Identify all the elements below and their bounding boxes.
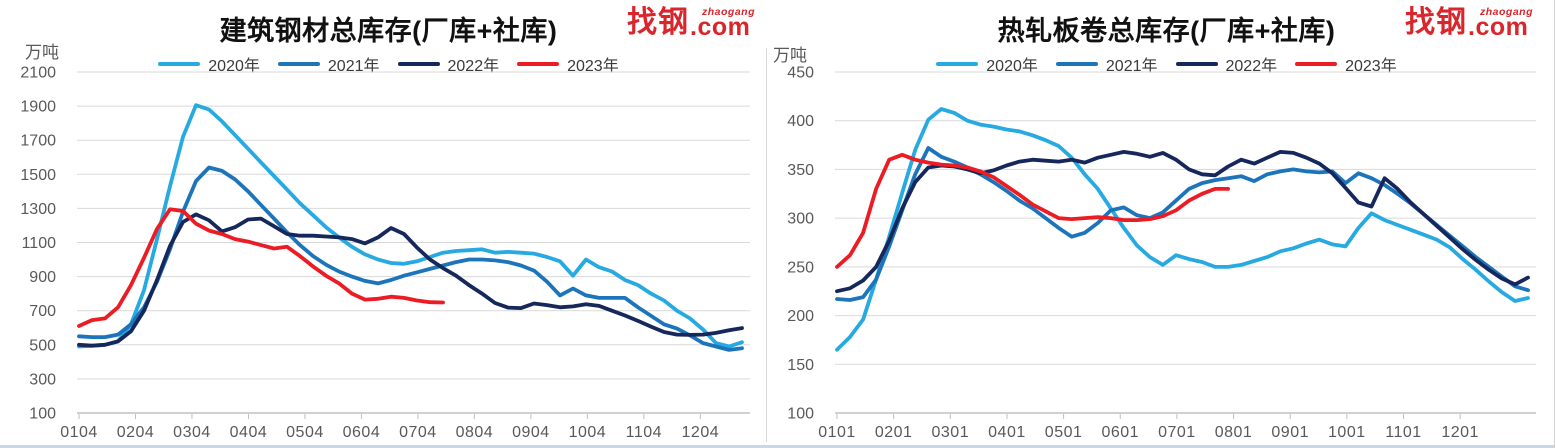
chart-title: 建筑钢材总库存(厂库+社库) xyxy=(219,16,558,46)
x-tick-label: 0701 xyxy=(1158,424,1196,441)
y-tick-label: 100 xyxy=(787,406,814,423)
x-tick-label: 1004 xyxy=(569,424,607,441)
x-tick-label: 0204 xyxy=(117,424,155,441)
y-tick-label: 100 xyxy=(29,406,56,423)
y-tick-label: 700 xyxy=(29,303,56,320)
legend-swatch xyxy=(936,61,979,67)
legend-item-2023年: 2023年 xyxy=(1295,52,1397,76)
series-line-2020年 xyxy=(77,103,744,349)
legend-item-2022年: 2022年 xyxy=(1175,52,1278,76)
y-tick-label: 1900 xyxy=(20,99,56,116)
x-tick-label: 0401 xyxy=(988,424,1026,441)
y-tick-label: 1700 xyxy=(20,133,56,150)
window-bottom-edge xyxy=(0,445,1554,448)
y-tick-label: 1300 xyxy=(20,201,56,218)
y-tick-label: 1500 xyxy=(20,167,56,184)
y-tick-label: 500 xyxy=(29,337,56,354)
y-axis-unit: 万吨 xyxy=(25,43,59,62)
x-tick-label: 0801 xyxy=(1215,424,1253,441)
legend-item-2021年: 2021年 xyxy=(277,52,380,76)
legend-item-2022年: 2022年 xyxy=(397,52,500,76)
y-tick-label: 250 xyxy=(787,259,814,276)
y-tick-label: 900 xyxy=(29,269,56,286)
x-tick-label: 0301 xyxy=(932,424,970,441)
x-tick-label: 0404 xyxy=(230,424,268,441)
y-axis-unit: 万吨 xyxy=(773,46,807,65)
y-tick-label: 450 xyxy=(787,65,814,82)
legend-swatch xyxy=(1295,61,1338,67)
legend-item-2020年: 2020年 xyxy=(158,52,260,76)
series-line-2023年 xyxy=(77,207,445,328)
chart-panel-hot-rolled-coil: 热轧板卷总库存(厂库+社库) 找钢 zhaogang .com 万吨 2020年… xyxy=(773,0,1554,445)
y-tick-label: 1100 xyxy=(22,235,57,252)
x-tick-label: 0201 xyxy=(875,424,913,441)
chart-panel-construction-steel: 建筑钢材总库存(厂库+社库) 找钢 zhaogang .com 万吨 2020年… xyxy=(0,0,777,445)
series-line-2023年 xyxy=(835,152,1231,269)
x-tick-label: 0501 xyxy=(1045,424,1083,441)
x-tick-label: 1201 xyxy=(1441,424,1479,441)
x-tick-label: 1101 xyxy=(1385,424,1421,441)
legend-label: 2022年 xyxy=(447,58,500,75)
y-tick-label: 350 xyxy=(787,162,814,179)
x-tick-label: 0901 xyxy=(1271,424,1309,441)
logo-chinese-text: 找钢 xyxy=(1405,6,1467,40)
legend-swatch xyxy=(277,61,320,67)
y-tick-label: 2100 xyxy=(20,65,56,82)
x-tick-label: 0604 xyxy=(343,424,381,441)
logo-right-block: zhaogang .com xyxy=(690,6,755,41)
zhaogang-logo: 找钢 zhaogang .com xyxy=(627,6,755,41)
logo-right-block: zhaogang .com xyxy=(1468,6,1533,41)
logo-com-text: .com xyxy=(690,12,751,41)
series-line-2021年 xyxy=(835,146,1530,302)
legend-swatch xyxy=(517,61,560,67)
x-tick-label: 1204 xyxy=(682,424,720,441)
legend: 2020年 2021年 2022年 2023年 xyxy=(0,52,777,76)
legend: 2020年 2021年 2022年 2023年 xyxy=(778,52,1554,76)
zhaogang-logo: 找钢 zhaogang .com xyxy=(1405,6,1533,41)
panel-separator xyxy=(766,48,767,442)
x-tick-label: 0101 xyxy=(818,424,856,441)
legend-label: 2020年 xyxy=(208,58,260,75)
legend-label: 2021年 xyxy=(327,58,380,75)
series-line-2021年 xyxy=(77,165,744,352)
x-tick-label: 1104 xyxy=(626,424,662,441)
legend-swatch xyxy=(1175,61,1218,67)
legend-swatch xyxy=(397,61,440,67)
series-line-2022年 xyxy=(835,149,1530,294)
legend-item-2021年: 2021年 xyxy=(1055,52,1158,76)
x-tick-label: 0601 xyxy=(1101,424,1139,441)
legend-label: 2021年 xyxy=(1105,58,1158,75)
legend-item-2023年: 2023年 xyxy=(517,52,619,76)
x-tick-label: 0104 xyxy=(60,424,98,441)
y-tick-label: 200 xyxy=(787,308,814,325)
series-line-2020年 xyxy=(835,107,1530,352)
logo-pinyin-text: zhaogang xyxy=(1480,6,1533,18)
logo-com-text: .com xyxy=(1468,12,1529,41)
y-tick-label: 300 xyxy=(787,211,814,228)
chart-title: 热轧板卷总库存(厂库+社库) xyxy=(997,16,1336,46)
x-tick-label: 1001 xyxy=(1328,424,1366,441)
y-tick-label: 400 xyxy=(787,113,814,130)
chart-plot: 2100190017001500130011009007005003001000… xyxy=(20,65,750,441)
legend-label: 2023年 xyxy=(1345,58,1397,75)
x-tick-label: 0504 xyxy=(286,424,324,441)
legend-label: 2023年 xyxy=(567,58,619,75)
logo-chinese-text: 找钢 xyxy=(627,6,689,40)
x-tick-label: 0304 xyxy=(173,424,211,441)
x-tick-label: 0704 xyxy=(399,424,437,441)
legend-swatch xyxy=(158,61,201,67)
y-tick-label: 150 xyxy=(787,357,814,374)
x-tick-label: 0904 xyxy=(512,424,550,441)
logo-pinyin-text: zhaogang xyxy=(702,6,755,18)
legend-swatch xyxy=(1055,61,1098,67)
y-tick-label: 300 xyxy=(29,371,56,388)
legend-label: 2022年 xyxy=(1225,58,1278,75)
legend-label: 2020年 xyxy=(986,58,1038,75)
series-line-2022年 xyxy=(77,212,744,348)
legend-item-2020年: 2020年 xyxy=(936,52,1038,76)
x-tick-label: 0804 xyxy=(456,424,494,441)
